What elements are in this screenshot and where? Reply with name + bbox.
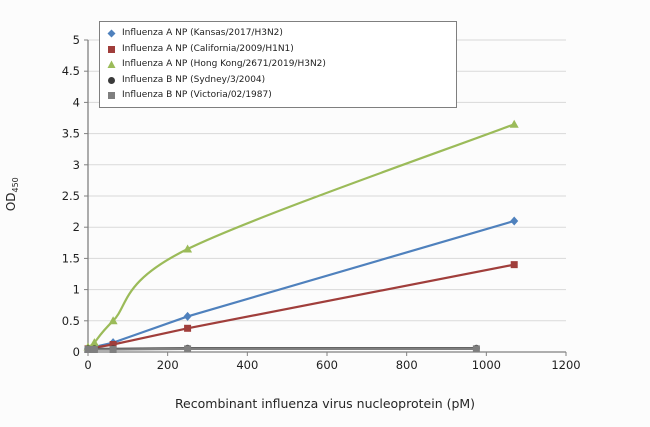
x-tick-label: 1000 [472, 358, 501, 372]
x-tick-label: 400 [236, 358, 258, 372]
square-marker-icon [84, 346, 92, 354]
y-tick-label: 1.5 [62, 251, 80, 265]
series-line [87, 123, 515, 348]
y-tick-label: 3 [73, 158, 80, 172]
legend-label: Influenza B NP (Victoria/02/1987) [122, 90, 272, 100]
x-axis-title: Recombinant influenza virus nucleoprotei… [174, 396, 476, 411]
triangle-marker-icon [183, 244, 193, 253]
legend-item: Influenza A NP (Kansas/2017/H3N2) [107, 26, 449, 42]
square-marker-icon [108, 45, 115, 53]
legend-label: Influenza A NP (California/2009/H1N1) [122, 43, 294, 54]
x-tick-label: 200 [157, 358, 179, 372]
legend-item: Influenza A NP (California/2009/H1N1) [107, 42, 449, 58]
y-tick-label: 3.5 [62, 127, 80, 141]
x-tick-label: 600 [316, 358, 338, 372]
y-tick-label: 4.5 [62, 64, 80, 78]
legend-label: Influenza A NP (Kansas/2017/H3N2) [122, 28, 283, 38]
square-marker-icon [109, 346, 117, 354]
triangle-marker-icon [509, 119, 519, 128]
series-line [88, 347, 477, 351]
triangle-marker-icon [89, 338, 99, 347]
legend-item: Influenza B NP (Sydney/3/2004) [107, 73, 449, 89]
legend-label: Influenza A NP (Hong Kong/2671/2019/H3N2… [122, 59, 326, 69]
circle-marker-icon [108, 76, 115, 84]
diamond-marker-icon [510, 216, 519, 226]
square-marker-icon [108, 92, 115, 100]
y-axis-title-subscript: 450 [11, 177, 21, 193]
y-axis-title-text: OD [3, 192, 18, 212]
series-line [87, 263, 515, 350]
square-marker-icon [90, 346, 98, 354]
y-tick-label: 0 [73, 345, 80, 359]
legend-item: Influenza A NP (Hong Kong/2671/2019/H3N2… [107, 57, 449, 73]
y-tick-label: 5 [73, 33, 80, 47]
square-marker-icon [184, 324, 192, 332]
y-tick-label: 4 [73, 95, 80, 109]
triangle-marker-icon [108, 316, 118, 325]
legend-item: Influenza B NP (Victoria/02/1987) [107, 88, 449, 104]
square-marker-icon [472, 345, 480, 353]
y-tick-label: 2 [73, 220, 80, 234]
square-marker-icon [510, 261, 518, 269]
x-tick-label: 800 [396, 358, 418, 372]
y-tick-label: 2.5 [62, 189, 80, 203]
legend-label: Influenza B NP (Sydney/3/2004) [122, 74, 266, 85]
diamond-marker-icon [183, 311, 192, 321]
diamond-marker-icon [107, 29, 116, 38]
x-tick-label: 1200 [551, 358, 580, 372]
y-tick-label: 1 [73, 283, 80, 297]
y-axis-title: OD450 [4, 124, 20, 264]
y-tick-label: 0.5 [62, 314, 80, 328]
legend: Influenza A NP (Kansas/2017/H3N2) Influen… [99, 21, 457, 108]
series-line [87, 219, 515, 350]
square-marker-icon [109, 341, 117, 349]
square-marker-icon [184, 345, 192, 353]
x-tick-label: 0 [84, 358, 91, 372]
triangle-marker-icon [107, 60, 116, 69]
